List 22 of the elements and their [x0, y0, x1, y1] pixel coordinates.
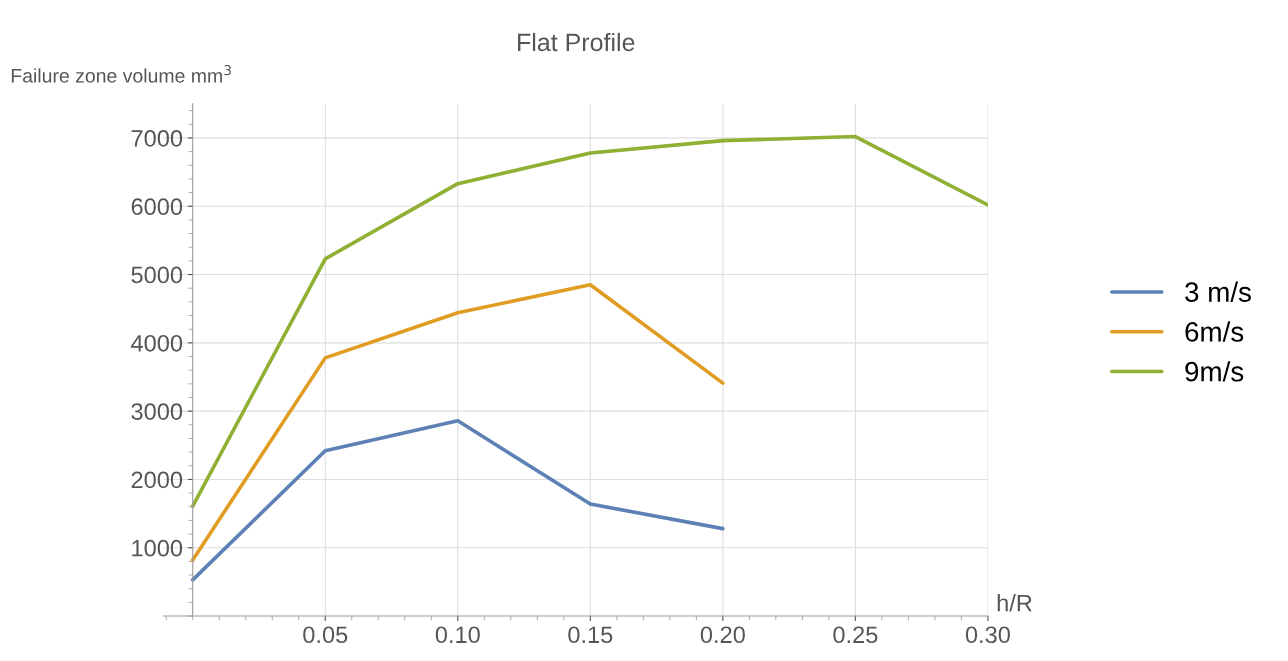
legend-label: 3 m/s — [1185, 281, 1251, 302]
y-axis-title: Failure zone volume mm$^{3}$ — [11, 64, 231, 83]
line-series — [190, 418, 725, 582]
y-tick-label: 4000 — [131, 334, 183, 352]
x-tick-label: 0.25 — [833, 626, 878, 644]
x-tick-label: 0.20 — [700, 626, 745, 644]
line-series — [190, 134, 988, 508]
x-tick-label: 0.10 — [435, 626, 480, 644]
y-tick-label: 7000 — [131, 130, 183, 147]
x-axis-title: h/R — [997, 594, 1032, 612]
y-tick-label: 5000 — [131, 266, 183, 284]
legend-label: 9m/s — [1185, 361, 1244, 382]
x-tick-label: 0.15 — [568, 626, 613, 644]
chart-title: Flat Profile — [518, 32, 635, 52]
y-tick-label: 6000 — [131, 198, 183, 216]
x-tick-label: 0.05 — [303, 626, 348, 644]
y-tick-label: 2000 — [131, 471, 183, 489]
legend-label: 6m/s — [1185, 321, 1244, 342]
y-tick-label: 1000 — [132, 539, 183, 557]
line-series — [190, 282, 725, 562]
x-tick-label: 0.30 — [965, 626, 1010, 644]
y-tick-label: 3000 — [131, 403, 183, 420]
